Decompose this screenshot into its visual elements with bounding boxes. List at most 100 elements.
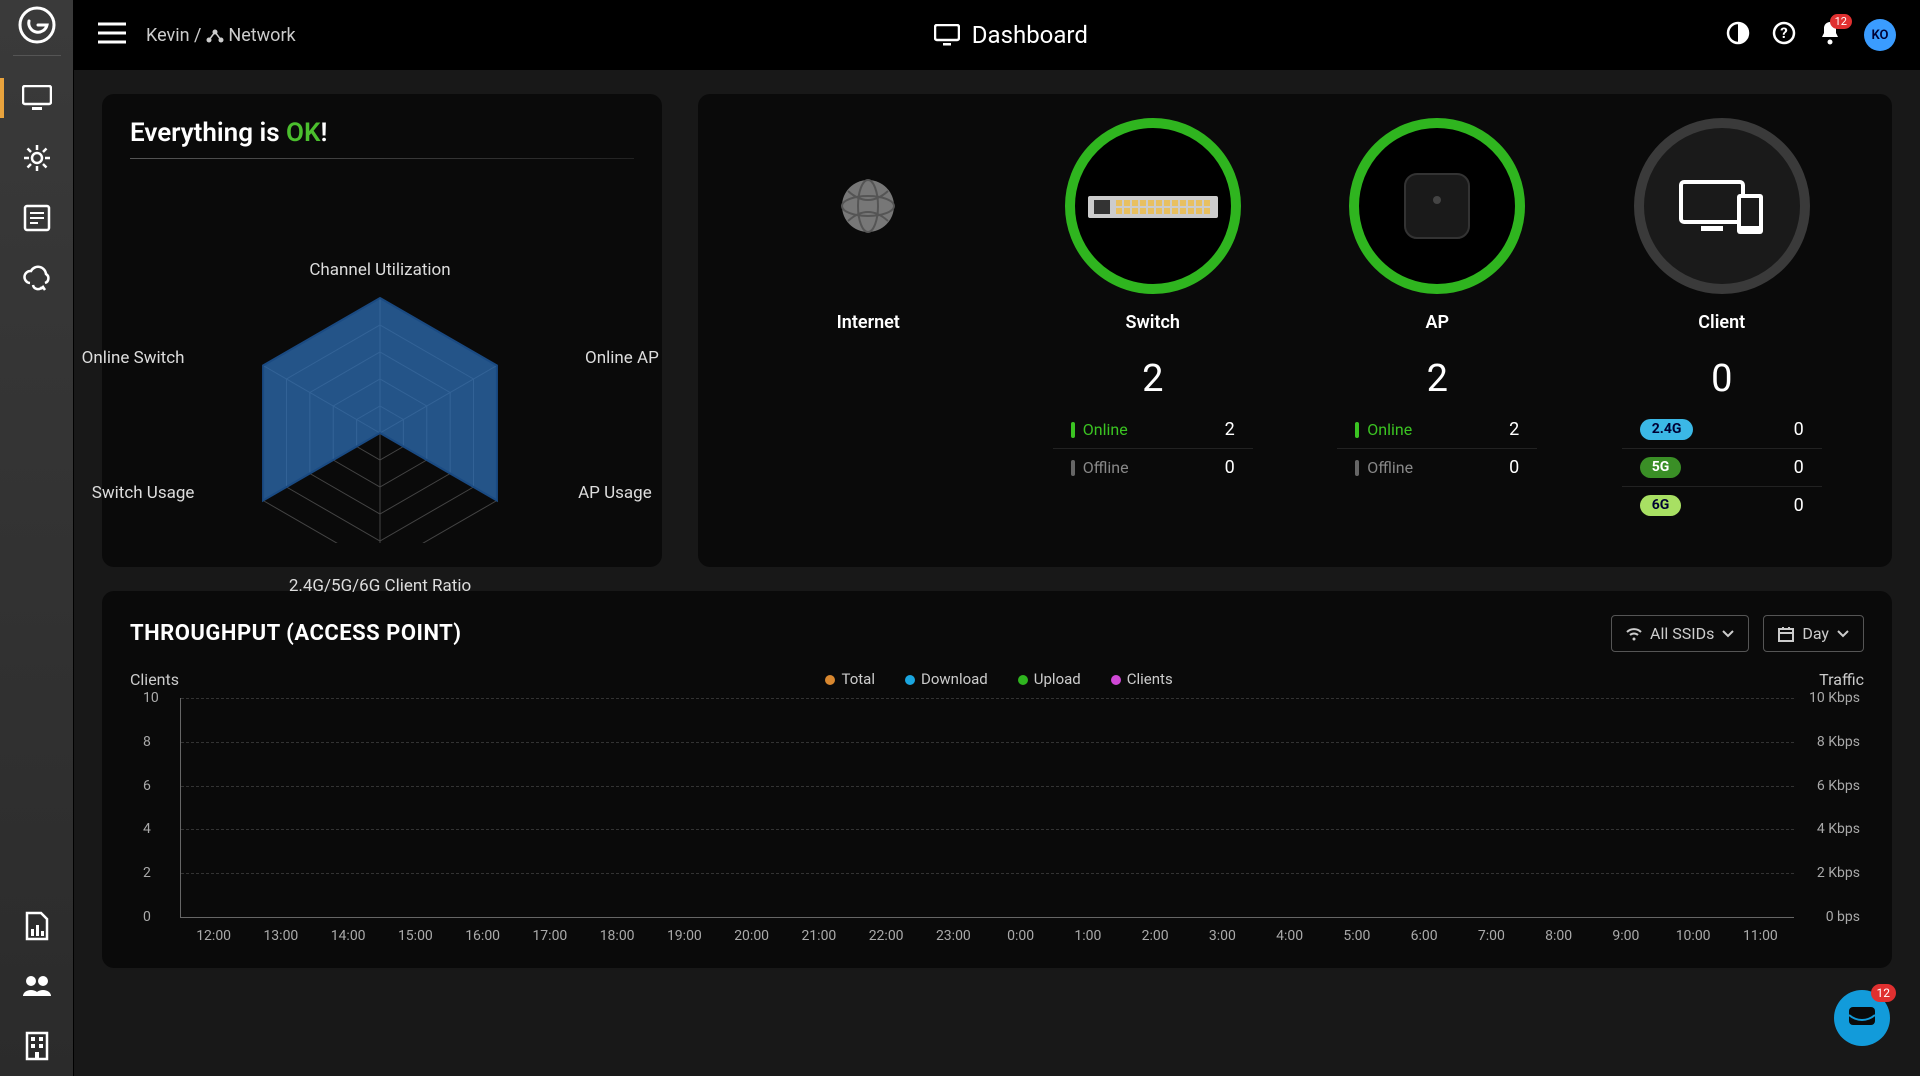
x-tick: 3:00	[1189, 928, 1256, 944]
x-tick: 23:00	[920, 928, 987, 944]
notifications-button[interactable]: 12	[1818, 20, 1842, 50]
radar-axis-label: Switch Usage	[92, 483, 195, 503]
topo-node-client[interactable]: Client02.4G05G06G0	[1622, 118, 1822, 524]
radar-axis-label: Online Switch	[82, 348, 185, 368]
monitor-icon	[22, 85, 52, 111]
building-icon	[24, 1031, 50, 1061]
status-suffix: !	[320, 118, 327, 148]
topology-card: InternetSwitch2Online2Offline0AP2Online2…	[698, 94, 1892, 567]
file-chart-icon	[24, 911, 50, 941]
page-title: Dashboard	[972, 21, 1088, 49]
y-right-tick: 10 Kbps	[1809, 690, 1860, 706]
x-tick: 19:00	[651, 928, 718, 944]
range-select[interactable]: Day	[1763, 615, 1864, 652]
breadcrumb-page: Network	[228, 25, 295, 46]
nav-cloud[interactable]	[0, 248, 74, 308]
sidebar	[0, 0, 74, 1076]
calendar-icon	[1778, 626, 1794, 642]
x-tick: 18:00	[584, 928, 651, 944]
ap-icon	[1397, 166, 1477, 246]
throughput-x-axis: 12:0013:0014:0015:0016:0017:0018:0019:00…	[180, 928, 1794, 944]
nav-file-chart[interactable]	[0, 896, 74, 956]
topo-count: 2	[1053, 357, 1253, 401]
notif-badge: 12	[1830, 14, 1852, 29]
x-tick: 14:00	[315, 928, 382, 944]
topo-stat: Online2	[1337, 411, 1537, 449]
y-left-tick: 8	[143, 734, 151, 750]
header: Kevin / Network Dashboard ? 12 KO	[74, 0, 1920, 70]
x-tick: 2:00	[1122, 928, 1189, 944]
topo-count: 2	[1337, 357, 1537, 401]
breadcrumb-user[interactable]: Kevin	[146, 25, 190, 46]
y-left-tick: 6	[143, 778, 151, 794]
y-right-tick: 0 bps	[1826, 909, 1860, 925]
radar-axis-label: Channel Utilization	[309, 260, 450, 280]
menu-toggle[interactable]	[98, 22, 126, 48]
monitor-icon	[934, 24, 960, 46]
topo-label: Switch	[1053, 312, 1253, 333]
legend-item[interactable]: Upload	[1018, 670, 1081, 688]
cloud-sync-icon	[21, 265, 53, 291]
topo-node-internet[interactable]: Internet	[768, 118, 968, 357]
status-heading: Everything is OK!	[130, 118, 634, 148]
users-icon	[21, 974, 53, 998]
nav-dashboard[interactable]	[0, 68, 74, 128]
throughput-card: THROUGHPUT (ACCESS POINT) All SSIDs Day	[102, 591, 1892, 968]
topo-label: Client	[1622, 312, 1822, 333]
ssid-select[interactable]: All SSIDs	[1611, 615, 1749, 652]
nav-reports[interactable]	[0, 188, 74, 248]
network-icon	[206, 29, 224, 43]
x-tick: 10:00	[1660, 928, 1727, 944]
status-prefix: Everything is	[130, 118, 286, 148]
y-left-tick: 0	[143, 909, 151, 925]
radar-svg	[130, 173, 630, 543]
switch-icon	[1088, 186, 1218, 226]
newspaper-icon	[23, 204, 51, 232]
chevron-down-icon	[1837, 630, 1849, 638]
x-tick: 8:00	[1525, 928, 1592, 944]
topo-node-ap[interactable]: AP 2 Online2Offline0	[1337, 118, 1537, 486]
x-tick: 21:00	[785, 928, 852, 944]
gear-icon	[22, 143, 52, 173]
avatar[interactable]: KO	[1864, 19, 1896, 51]
nav-org[interactable]	[0, 1016, 74, 1076]
topo-stat: Offline0	[1337, 449, 1537, 486]
nav-users[interactable]	[0, 956, 74, 1016]
x-tick: 5:00	[1323, 928, 1390, 944]
y-left-tick: 4	[143, 821, 151, 837]
breadcrumb: Kevin / Network	[146, 25, 296, 46]
theme-toggle[interactable]	[1726, 21, 1750, 49]
topo-label: AP	[1337, 312, 1537, 333]
ssid-select-label: All SSIDs	[1650, 624, 1714, 643]
topo-band: 5G0	[1622, 449, 1822, 487]
chat-fab[interactable]: 12	[1834, 990, 1890, 1046]
x-tick: 7:00	[1458, 928, 1525, 944]
topo-label: Internet	[768, 312, 968, 333]
hamburger-icon	[98, 22, 126, 44]
radar-axis-label: AP Usage	[578, 483, 652, 503]
x-tick: 13:00	[247, 928, 314, 944]
topo-node-switch[interactable]: Switch2Online2Offline0	[1053, 118, 1253, 486]
x-tick: 17:00	[516, 928, 583, 944]
topo-stat: Offline0	[1053, 449, 1253, 486]
help-button[interactable]: ?	[1772, 21, 1796, 49]
y-left-tick: 2	[143, 865, 151, 881]
chat-badge: 12	[1871, 984, 1897, 1002]
radar-chart: Channel UtilizationOnline APAP Usage2.4G…	[130, 173, 630, 543]
brand-logo[interactable]	[13, 8, 61, 56]
nav-settings[interactable]	[0, 128, 74, 188]
legend-item[interactable]: Clients	[1111, 670, 1173, 688]
y-right-tick: 4 Kbps	[1817, 821, 1860, 837]
y-right-tick: 6 Kbps	[1817, 778, 1860, 794]
throughput-title: THROUGHPUT (ACCESS POINT)	[130, 621, 462, 646]
legend-item[interactable]: Download	[905, 670, 988, 688]
radar-axis-label: Online AP	[585, 348, 659, 368]
y-right-tick: 8 Kbps	[1817, 734, 1860, 750]
x-tick: 6:00	[1391, 928, 1458, 944]
x-tick: 12:00	[180, 928, 247, 944]
status-word: OK	[286, 118, 320, 148]
x-tick: 1:00	[1054, 928, 1121, 944]
legend-item[interactable]: Total	[825, 670, 875, 688]
throughput-legend: Total Download Upload Clients	[825, 670, 1172, 688]
topo-count: 0	[1622, 357, 1822, 401]
